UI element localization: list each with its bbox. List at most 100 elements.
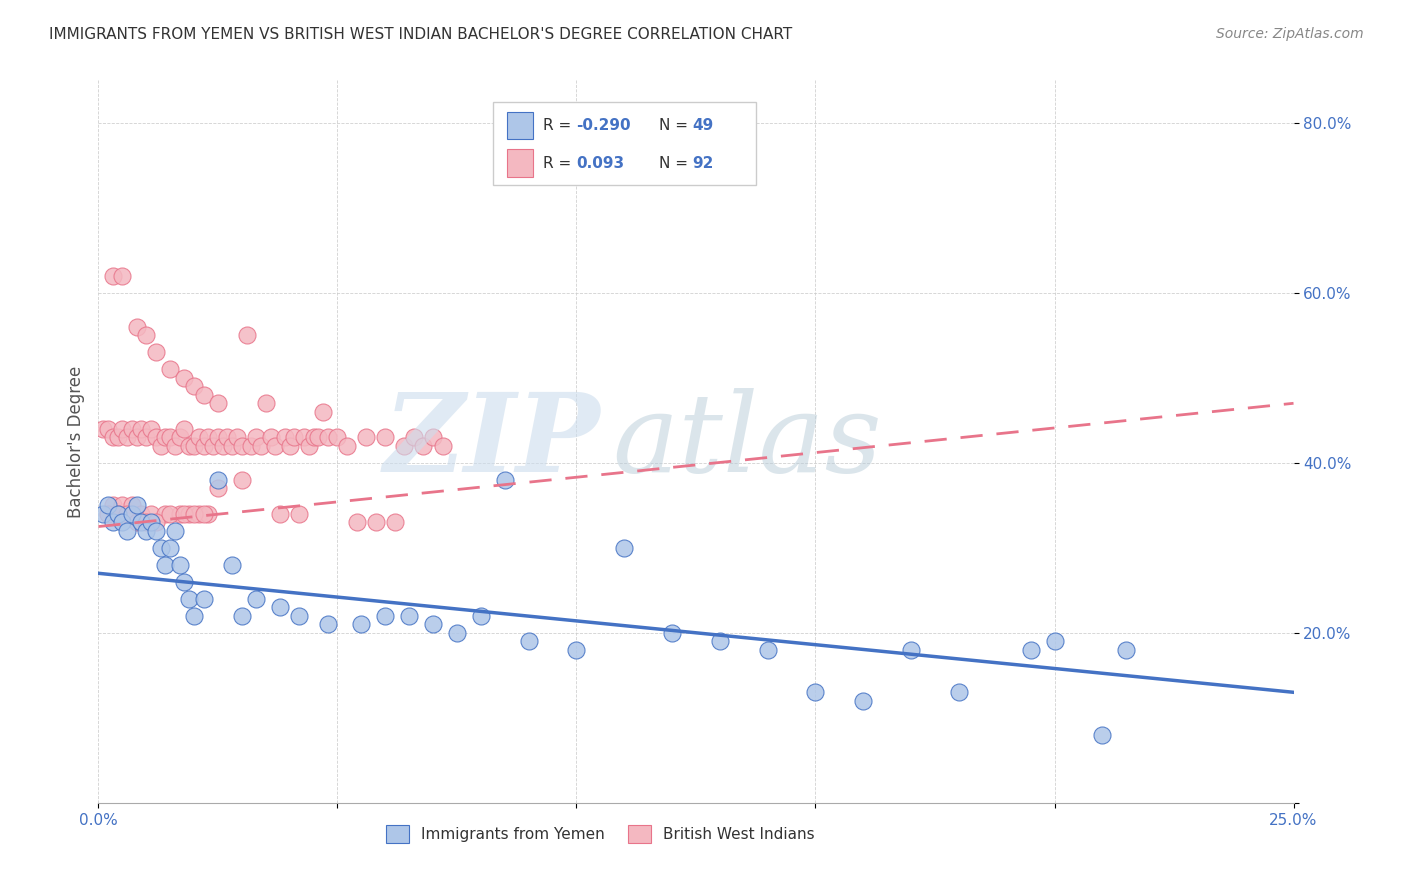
Point [288,608,311,623]
Point [231,439,253,453]
Text: Source: ZipAtlas.com: Source: ZipAtlas.com [1216,27,1364,41]
Point [149,439,172,453]
Point [101,268,124,283]
Point [1043,634,1066,648]
Point [125,498,148,512]
Point [661,625,683,640]
Point [111,422,134,436]
Point [145,430,167,444]
Point [193,388,215,402]
Point [135,328,157,343]
Point [101,430,124,444]
Point [202,439,225,453]
Point [494,473,516,487]
Point [159,430,181,444]
Point [217,430,239,444]
Point [852,694,875,708]
Text: ZIP: ZIP [384,388,600,495]
Point [107,507,129,521]
Point [169,558,191,572]
Point [804,685,827,699]
Point [312,405,335,419]
Point [235,328,257,343]
Point [97,422,120,436]
Point [756,642,779,657]
Point [121,422,143,436]
Point [250,439,273,453]
Point [135,524,157,538]
Text: N =: N = [659,155,693,170]
Point [107,430,129,444]
Point [197,430,219,444]
Point [613,541,636,555]
Point [193,439,215,453]
Point [254,396,277,410]
Point [183,507,205,521]
Point [155,558,177,572]
Point [159,507,181,521]
Text: -0.290: -0.290 [576,118,631,133]
Point [187,507,209,521]
Point [278,439,301,453]
Point [121,507,143,521]
Point [336,439,359,453]
Point [422,617,444,632]
Point [245,591,267,606]
Point [292,430,315,444]
Point [135,430,157,444]
Text: atlas: atlas [613,388,882,495]
Bar [508,112,533,139]
Legend: Immigrants from Yemen, British West Indians: Immigrants from Yemen, British West Indi… [380,819,821,849]
Point [402,430,425,444]
Point [91,422,114,436]
Bar [508,149,533,177]
Point [207,473,229,487]
Point [91,507,114,521]
Text: 0.093: 0.093 [576,155,624,170]
Point [125,430,148,444]
Point [97,507,120,521]
Point [135,516,157,530]
Point [302,430,325,444]
Point [169,430,191,444]
Point [288,507,311,521]
Point [316,430,339,444]
Point [384,516,406,530]
Point [412,439,434,453]
Point [179,591,201,606]
Point [115,524,138,538]
Point [326,430,349,444]
Point [169,507,191,521]
Point [183,439,205,453]
Point [207,396,229,410]
Point [163,524,186,538]
Point [187,430,209,444]
Point [179,507,201,521]
Point [446,625,468,640]
Point [948,685,970,699]
Text: R =: R = [543,155,576,170]
Point [207,430,229,444]
Point [139,516,162,530]
Point [159,541,181,555]
Point [565,642,588,657]
Point [173,371,195,385]
Point [269,600,291,615]
Point [517,634,540,648]
Point [115,507,138,521]
Point [121,498,143,512]
Point [159,362,181,376]
Point [125,516,148,530]
Point [145,516,167,530]
Point [115,430,138,444]
Point [346,516,368,530]
Point [374,430,396,444]
Text: N =: N = [659,118,693,133]
Point [155,430,177,444]
Text: 92: 92 [692,155,714,170]
Point [139,422,162,436]
Point [131,422,153,436]
Point [101,516,124,530]
Point [283,430,305,444]
Point [173,422,195,436]
